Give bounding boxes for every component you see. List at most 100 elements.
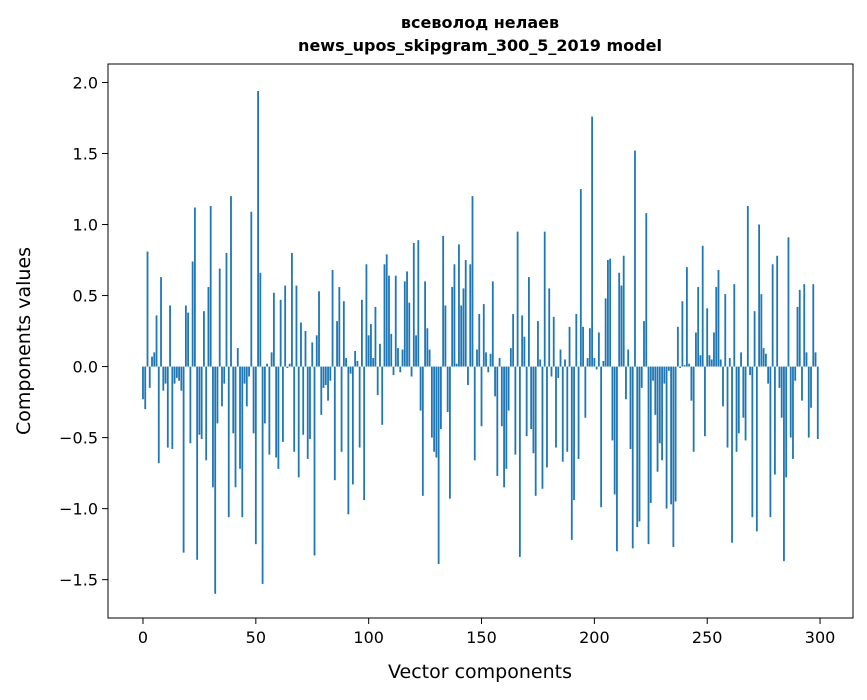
bar — [304, 331, 307, 367]
bar — [397, 348, 399, 367]
bar — [514, 366, 517, 455]
bar — [331, 269, 334, 367]
bar — [288, 363, 291, 367]
bar — [676, 326, 679, 367]
bar — [575, 314, 578, 367]
bar — [320, 366, 323, 415]
bar — [577, 366, 580, 459]
bar — [419, 366, 422, 411]
bar — [755, 366, 758, 532]
bar — [399, 366, 402, 373]
bar — [582, 326, 584, 367]
bar — [489, 353, 492, 367]
bar — [322, 366, 325, 388]
bar — [518, 366, 521, 557]
bar — [297, 366, 300, 478]
bar — [631, 366, 634, 549]
bar — [160, 277, 162, 367]
bar — [774, 366, 776, 475]
bar — [600, 366, 603, 508]
bar — [336, 321, 338, 367]
bar — [275, 366, 278, 458]
bar — [363, 366, 366, 501]
bar — [223, 366, 226, 384]
bar — [313, 366, 316, 556]
bar — [643, 321, 645, 367]
bar — [291, 252, 293, 367]
bar — [473, 366, 476, 461]
bar — [182, 366, 185, 553]
bar — [442, 235, 445, 367]
bar — [379, 343, 381, 367]
bar — [295, 285, 298, 367]
bar — [200, 366, 203, 440]
bar — [230, 196, 232, 367]
bar — [250, 211, 253, 367]
bar — [426, 328, 429, 367]
bar — [731, 366, 733, 543]
bar — [485, 352, 487, 367]
bar — [663, 366, 666, 384]
bar — [550, 366, 553, 377]
bar — [218, 268, 221, 367]
bar — [252, 366, 255, 434]
bar — [769, 366, 772, 518]
bar — [555, 366, 557, 448]
bar — [591, 116, 594, 367]
bar — [760, 294, 763, 367]
bar — [392, 366, 395, 376]
bar — [584, 366, 587, 418]
bar — [376, 366, 379, 395]
bar — [324, 366, 327, 386]
bar — [814, 352, 817, 367]
bar — [178, 366, 180, 381]
bar — [697, 287, 700, 367]
bar — [539, 359, 542, 367]
bar — [410, 366, 413, 377]
bar — [333, 366, 336, 481]
bar — [166, 366, 169, 448]
bar — [647, 366, 650, 545]
bar — [704, 366, 706, 437]
bar — [810, 366, 812, 408]
bar — [241, 366, 244, 518]
bar — [690, 366, 693, 401]
bar — [162, 366, 165, 391]
bar — [717, 269, 720, 367]
bar — [532, 366, 535, 454]
bar — [597, 332, 600, 367]
bar — [521, 315, 524, 367]
bar — [634, 150, 636, 367]
bar — [719, 359, 722, 367]
bar — [640, 366, 643, 388]
bar — [654, 366, 657, 415]
bar — [762, 348, 765, 367]
bar — [180, 366, 183, 391]
bar — [543, 231, 546, 367]
bar — [557, 366, 560, 378]
bar — [753, 311, 756, 367]
bar — [261, 366, 264, 584]
bar — [254, 366, 257, 545]
bar — [645, 213, 648, 367]
bar — [272, 292, 275, 367]
bar — [516, 231, 519, 367]
bar — [360, 299, 363, 367]
bar — [282, 366, 284, 442]
bar — [225, 252, 228, 367]
bar — [742, 366, 745, 418]
bar — [374, 306, 377, 367]
bar — [609, 258, 612, 367]
bar — [586, 358, 589, 367]
bar — [606, 260, 609, 367]
bar — [546, 366, 548, 468]
bar — [234, 366, 237, 488]
bar — [169, 305, 171, 367]
bar — [661, 366, 663, 461]
bar — [227, 366, 230, 518]
bar — [401, 349, 404, 367]
bar — [340, 366, 343, 452]
bar — [415, 335, 417, 367]
bar — [446, 366, 449, 413]
bar — [467, 366, 469, 386]
